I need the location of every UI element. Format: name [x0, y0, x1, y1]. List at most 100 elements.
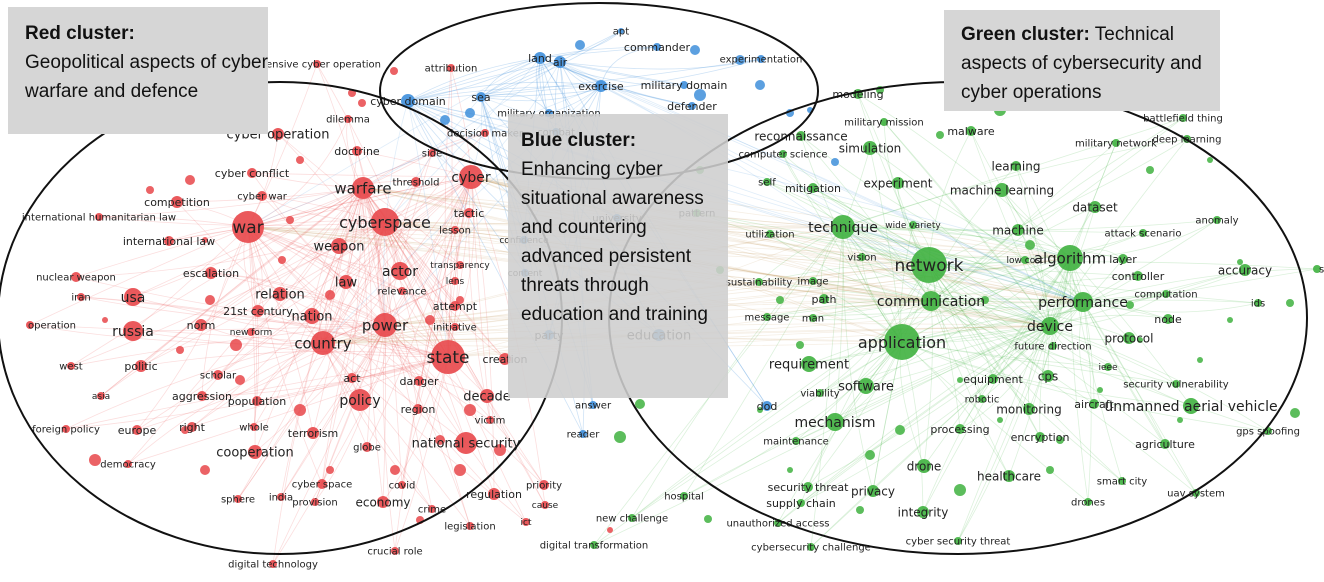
red-cluster-dot [454, 464, 466, 476]
node-sustainability [755, 278, 763, 286]
edge-red [132, 187, 364, 298]
node-commander [653, 43, 661, 51]
red-cluster-dot [278, 256, 286, 264]
edge-green [930, 275, 1139, 302]
edge-red [382, 324, 396, 552]
edge-green [842, 226, 1026, 261]
edge-green [1082, 293, 1167, 303]
label-reconnaissance: reconnaissance [754, 129, 847, 143]
edge-red [132, 226, 249, 332]
edge-green [812, 299, 1084, 319]
red-cluster-description: Geopolitical aspects of cyber warfare an… [25, 52, 268, 102]
label-decision-maker: decision maker [447, 129, 524, 140]
node-mechanism [826, 413, 844, 431]
node-population [252, 396, 262, 406]
label-learning: learning [992, 159, 1041, 173]
red-cluster-dot [286, 216, 294, 224]
node-state [431, 340, 465, 374]
node-act [347, 373, 357, 383]
edge-red [384, 221, 456, 328]
edge-green [842, 226, 932, 302]
green-cluster-dot [1207, 157, 1213, 163]
node-democracy [124, 460, 132, 468]
edge-red [210, 272, 449, 358]
edge-red [384, 152, 433, 326]
node-anomaly [1213, 216, 1221, 224]
edge-red [417, 176, 472, 410]
edge-red [210, 272, 386, 326]
node-aggression [197, 391, 207, 401]
node-reconnaissance [796, 131, 806, 141]
node-communication [921, 291, 941, 311]
label-side: side [422, 149, 443, 160]
label-apt: apt [613, 27, 629, 38]
edge-red [257, 310, 449, 358]
edge-red [280, 176, 472, 498]
edge-blue [480, 30, 622, 98]
label-land: land [528, 52, 552, 65]
edge-green [842, 226, 1071, 259]
edge-green [930, 300, 1109, 368]
edge-red [247, 226, 449, 358]
edge-red [311, 187, 364, 317]
edge-bridge [384, 221, 1084, 303]
node-cps [1042, 370, 1054, 382]
label-attack-scenario: attack scenario [1105, 229, 1182, 240]
red-cluster-dot [102, 317, 108, 323]
node-software [858, 378, 874, 394]
edge-green [901, 341, 1010, 477]
edge-green [808, 257, 1071, 365]
blue-cluster-dot [575, 40, 585, 50]
edge-red [191, 324, 386, 428]
edge-red [132, 330, 449, 358]
green-cluster-dot [1286, 299, 1294, 307]
edge-red [247, 226, 456, 231]
node-relation [273, 287, 287, 301]
edge-red [250, 221, 386, 333]
edge-green [842, 226, 1095, 405]
edge-red [127, 342, 324, 465]
node-side [428, 149, 436, 157]
node-computer-science [779, 150, 787, 158]
edge-blue [407, 57, 541, 102]
red-cluster-dot [202, 237, 208, 243]
edge-green [823, 298, 932, 302]
red-cluster-dot [294, 404, 306, 416]
label-international-humanitarian-law: international humanitarian law [22, 213, 176, 224]
edge-red [321, 221, 386, 485]
edge-red [384, 221, 488, 397]
blue-cluster-dot [465, 108, 475, 118]
edge-red [362, 187, 372, 448]
label-threshold: threshold [392, 178, 439, 189]
edge-green [1069, 142, 1117, 259]
label-new-form: new form [230, 328, 272, 338]
blue-cluster-dot [831, 158, 839, 166]
edge-green [872, 341, 903, 492]
edge-red [366, 176, 472, 448]
edge-blue [480, 93, 550, 114]
edge-green [901, 142, 1117, 343]
edge-red [322, 229, 456, 344]
node-experiment [892, 177, 904, 189]
label-reader: reader [567, 430, 601, 441]
edge-green [769, 233, 932, 302]
edge-bridge-blue [362, 61, 561, 189]
edge-green [1079, 301, 1095, 405]
edge-green [930, 300, 1051, 327]
label-dod: dod [757, 400, 778, 413]
edge-blue [480, 61, 561, 98]
label-communication: communication [877, 294, 985, 310]
edge-green [1082, 301, 1166, 445]
label-whole: whole [239, 423, 269, 434]
red-cluster-dot [464, 404, 476, 416]
label-exercise: exercise [578, 80, 624, 93]
node-path [819, 294, 829, 304]
label-europe: europe [118, 424, 157, 437]
node-ict [522, 518, 530, 526]
node-technique [831, 215, 855, 239]
label-population: population [228, 395, 287, 408]
label-security-vulnerability: security vulnerability [1123, 380, 1228, 391]
red-cluster-dot [435, 435, 445, 445]
node-policy [349, 389, 371, 411]
